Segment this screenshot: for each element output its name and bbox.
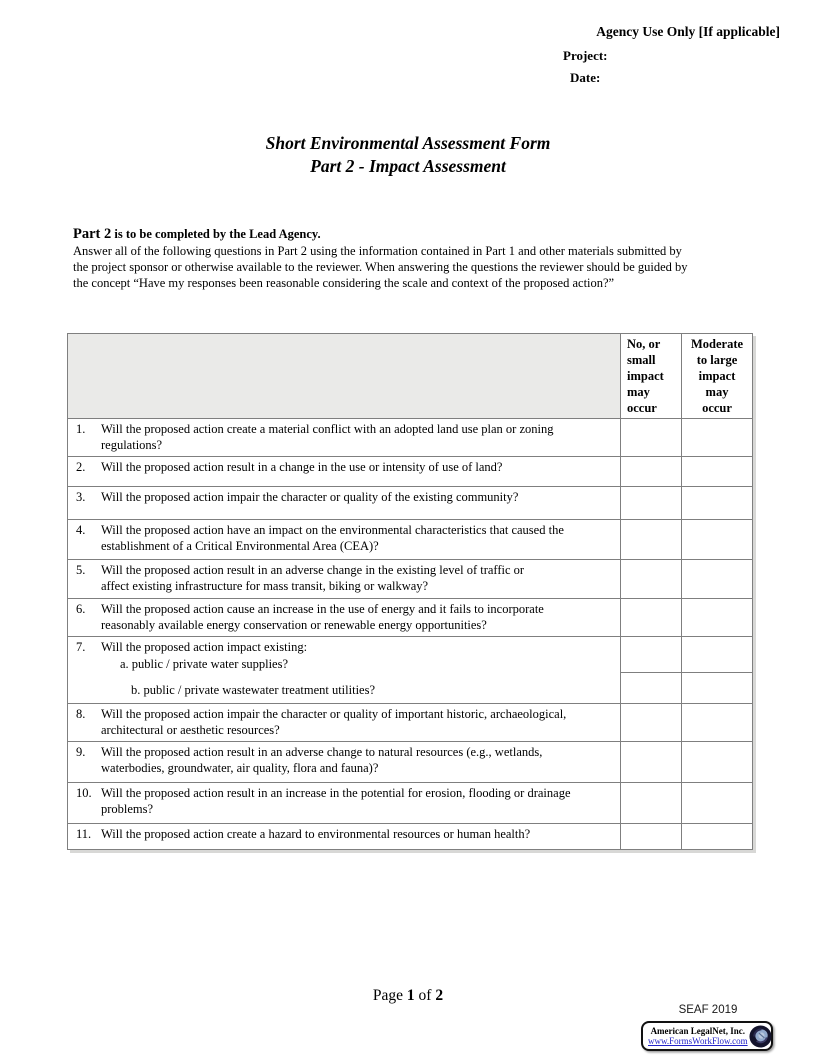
project-label: Project: [563, 48, 608, 63]
answer-cell-q1-no-small[interactable] [620, 418, 682, 457]
answer-cell-q7a-no-small[interactable] [620, 636, 682, 673]
page-total: 2 [435, 987, 444, 1004]
answer-cell-q1-moderate-large[interactable] [681, 418, 753, 457]
instructions-body: Answer all of the following questions in… [73, 244, 688, 291]
question-text: Will the proposed action result in an ad… [101, 563, 525, 593]
question-text: Will the proposed action cause an increa… [101, 602, 544, 632]
answer-cell-q11-no-small[interactable] [620, 823, 682, 850]
answer-cell-q7b-moderate-large[interactable] [681, 672, 753, 704]
question-text: Will the proposed action have an impact … [101, 523, 564, 553]
question-number: 7. [76, 640, 86, 654]
question-number: 3. [76, 490, 86, 504]
form-title-line1: Short Environmental Assessment Form [265, 133, 551, 153]
answer-cell-q4-no-small[interactable] [620, 519, 682, 560]
formsworkflow-link[interactable]: www.FormsWorkFlow.com [648, 1036, 748, 1046]
question-text: Will the proposed action create a materi… [101, 422, 554, 452]
question-7a-text: a. public / private water supplies? [120, 656, 288, 671]
col-header-moderate-large-impact: Moderate to large impact may occur [681, 333, 753, 419]
question-7b-text: b. public / private wastewater treatment… [131, 683, 376, 697]
question-text: Will the proposed action impair the char… [101, 707, 567, 737]
page-word: Page [372, 987, 404, 1004]
question-number: 11. [76, 827, 92, 841]
table-row: 10. Will the proposed action result in an… [67, 782, 753, 824]
table-header-row: No, or small impact may occur Moderate t… [67, 333, 753, 419]
question-header-cell [67, 333, 621, 419]
part2-heading-rest: is to be completed by the Lead Agency. [111, 227, 321, 241]
table-row: 5. Will the proposed action result in an … [67, 559, 753, 599]
col-header-no-small-impact: No, or small impact may occur [620, 333, 682, 419]
answer-cell-q10-no-small[interactable] [620, 782, 682, 824]
legalnet-company-name: American LegalNet, Inc. [650, 1025, 746, 1036]
instructions: Part 2 is to be completed by the Lead Ag… [73, 226, 745, 292]
answer-cell-q2-no-small[interactable] [620, 456, 682, 487]
date-label: Date: [570, 70, 601, 85]
question-text: Will the proposed action impair the char… [101, 490, 519, 504]
instructions-heading: Part 2 is to be completed by the Lead Ag… [73, 226, 745, 243]
answer-cell-q3-no-small[interactable] [620, 486, 682, 520]
seaf-version-label: SEAF 2019 [678, 1004, 738, 1016]
answer-cell-q8-no-small[interactable] [620, 703, 682, 742]
agency-use-label: Agency Use Only [If applicable] [596, 24, 780, 39]
question-text: Will the proposed action create a hazard… [101, 827, 531, 841]
table-row: 9. Will the proposed action result in an … [67, 741, 753, 783]
question-number: 5. [76, 563, 86, 577]
form-title-line2: Part 2 - Impact Assessment [310, 155, 506, 176]
answer-cell-q10-moderate-large[interactable] [681, 782, 753, 824]
of-word: of [418, 987, 432, 1004]
question-number: 10. [76, 786, 92, 800]
answer-cell-q5-no-small[interactable] [620, 559, 682, 599]
question-text: Will the proposed action result in a cha… [101, 460, 503, 474]
part2-label: Part 2 [73, 226, 112, 242]
answer-cell-q4-moderate-large[interactable] [681, 519, 753, 560]
answer-cell-q5-moderate-large[interactable] [681, 559, 753, 599]
question-number: 8. [76, 707, 86, 721]
question-text: Will the proposed action result in an ad… [101, 745, 543, 775]
answer-cell-q3-moderate-large[interactable] [681, 486, 753, 520]
question-number: 6. [76, 602, 86, 616]
page-current: 1 [406, 987, 415, 1004]
table-row: 11. Will the proposed action create a haz… [67, 823, 753, 850]
answer-cell-q8-moderate-large[interactable] [681, 703, 753, 742]
table-row: 7. Will the proposed action impact existi… [67, 636, 753, 704]
question-number: 1. [76, 422, 86, 436]
table-row: 6. Will the proposed action cause an incr… [67, 598, 753, 637]
table-row: 2. Will the proposed action result in a c… [67, 456, 753, 487]
question-number: 4. [76, 523, 86, 537]
page-number: Page 1 of 2 [0, 987, 816, 1005]
answer-cell-q2-moderate-large[interactable] [681, 456, 753, 487]
answer-cell-q6-no-small[interactable] [620, 598, 682, 637]
table-row: 8. Will the proposed action impair the ch… [67, 703, 753, 742]
table-row: 1. Will the proposed action create a mate… [67, 418, 753, 457]
question-number: 9. [76, 745, 86, 759]
question-text: Will the proposed action result in an in… [101, 786, 571, 816]
legalnet-badge: American LegalNet, Inc. www.FormsWorkFlo… [641, 1021, 773, 1051]
question-text: Will the proposed action impact existing… [101, 640, 308, 654]
answer-cell-q6-moderate-large[interactable] [681, 598, 753, 637]
table-row: 3. Will the proposed action impair the ch… [67, 486, 753, 520]
form-title: Short Environmental Assessment Form Part… [0, 132, 816, 177]
globe-logo-icon [749, 1024, 772, 1048]
answer-cell-q11-moderate-large[interactable] [681, 823, 753, 850]
table-row: 4. Will the proposed action have an impac… [67, 519, 753, 560]
answer-cell-q9-moderate-large[interactable] [681, 741, 753, 783]
answer-cell-q7b-no-small[interactable] [620, 672, 682, 704]
question-number: 2. [76, 460, 86, 474]
answer-cell-q7a-moderate-large[interactable] [681, 636, 753, 673]
answer-cell-q9-no-small[interactable] [620, 741, 682, 783]
impact-table: No, or small impact may occur Moderate t… [67, 333, 753, 850]
